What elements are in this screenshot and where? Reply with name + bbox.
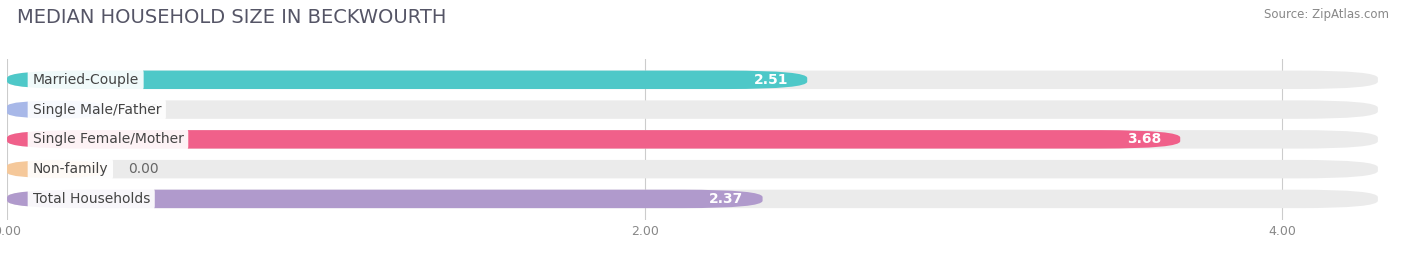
FancyBboxPatch shape bbox=[7, 160, 103, 178]
Text: 0.00: 0.00 bbox=[128, 103, 159, 117]
Text: 3.68: 3.68 bbox=[1126, 132, 1161, 146]
FancyBboxPatch shape bbox=[7, 130, 1378, 148]
FancyBboxPatch shape bbox=[7, 130, 1180, 148]
Text: Married-Couple: Married-Couple bbox=[32, 73, 139, 87]
FancyBboxPatch shape bbox=[7, 70, 807, 89]
FancyBboxPatch shape bbox=[7, 160, 1378, 178]
Text: Single Female/Mother: Single Female/Mother bbox=[32, 132, 183, 146]
Text: 2.37: 2.37 bbox=[709, 192, 744, 206]
Text: Source: ZipAtlas.com: Source: ZipAtlas.com bbox=[1264, 8, 1389, 21]
FancyBboxPatch shape bbox=[7, 100, 1378, 119]
Text: Total Households: Total Households bbox=[32, 192, 150, 206]
Text: 0.00: 0.00 bbox=[128, 162, 159, 176]
Text: 2.51: 2.51 bbox=[754, 73, 789, 87]
FancyBboxPatch shape bbox=[7, 70, 1378, 89]
Text: Single Male/Father: Single Male/Father bbox=[32, 103, 162, 117]
Text: Non-family: Non-family bbox=[32, 162, 108, 176]
FancyBboxPatch shape bbox=[7, 190, 762, 208]
FancyBboxPatch shape bbox=[7, 190, 1378, 208]
FancyBboxPatch shape bbox=[7, 100, 103, 119]
Text: MEDIAN HOUSEHOLD SIZE IN BECKWOURTH: MEDIAN HOUSEHOLD SIZE IN BECKWOURTH bbox=[17, 8, 446, 27]
